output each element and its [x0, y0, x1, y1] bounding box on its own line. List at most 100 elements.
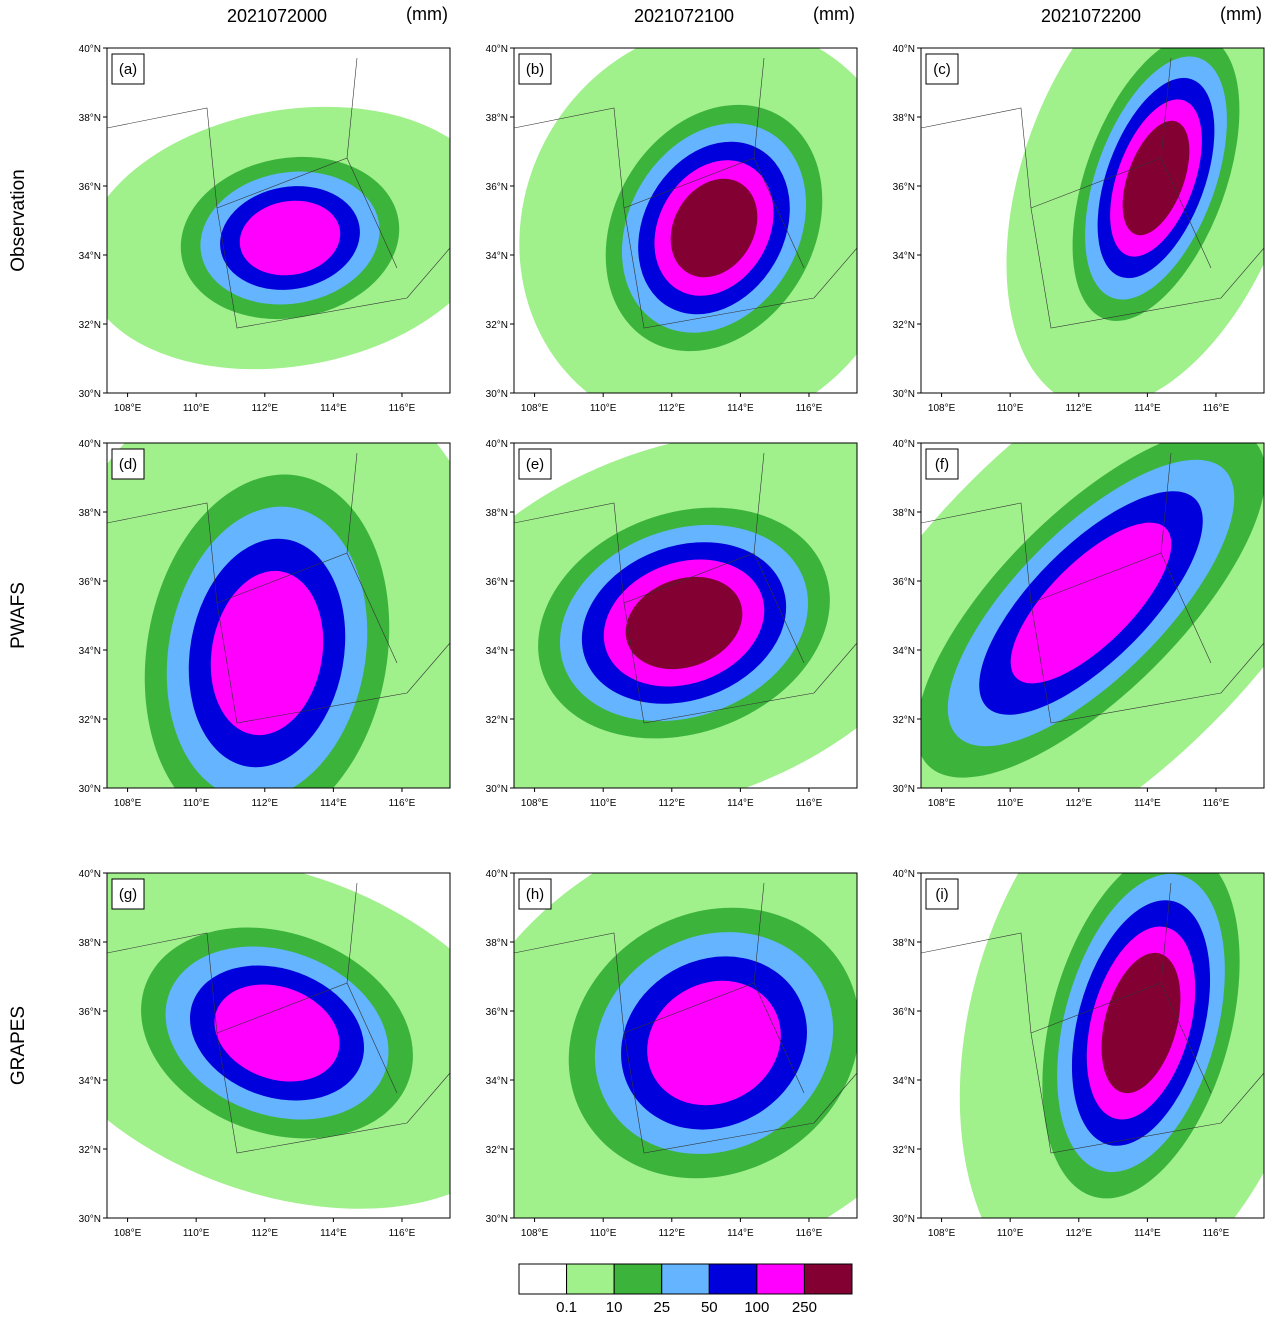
lat-tick-label: 36°N	[486, 577, 508, 588]
lon-tick-label: 110°E	[997, 798, 1024, 809]
lon-tick-label: 114°E	[320, 403, 347, 414]
lon-tick-label: 110°E	[183, 1228, 210, 1239]
lat-tick-label: 32°N	[486, 1145, 508, 1156]
panel-label: (b)	[526, 61, 544, 78]
unit-label: (mm)	[813, 4, 855, 24]
lat-tick-label: 38°N	[893, 938, 915, 949]
colorbar-box	[804, 1264, 852, 1294]
lon-tick-label: 116°E	[796, 1228, 823, 1239]
panel-label: (h)	[526, 886, 544, 903]
lat-tick-label: 32°N	[893, 320, 915, 331]
colorbar-label: 100	[744, 1299, 769, 1316]
lat-tick-label: 40°N	[486, 44, 508, 55]
lon-tick-label: 114°E	[1134, 798, 1161, 809]
lat-tick-label: 40°N	[893, 44, 915, 55]
lon-tick-label: 108°E	[114, 1228, 142, 1239]
lat-tick-label: 34°N	[893, 1076, 915, 1087]
lat-tick-label: 40°N	[486, 439, 508, 450]
lon-tick-label: 108°E	[928, 798, 956, 809]
lat-tick-label: 34°N	[79, 251, 101, 262]
lon-tick-label: 114°E	[320, 1228, 347, 1239]
colorbar-box	[567, 1264, 615, 1294]
unit-label: (mm)	[406, 4, 448, 24]
lat-tick-label: 32°N	[79, 1145, 101, 1156]
lon-tick-label: 112°E	[1065, 798, 1092, 809]
lat-tick-label: 30°N	[893, 1214, 915, 1225]
lat-tick-label: 38°N	[486, 938, 508, 949]
lon-tick-label: 110°E	[183, 798, 210, 809]
colorbar-label: 25	[653, 1299, 670, 1316]
lon-tick-label: 114°E	[320, 798, 347, 809]
panel-label: (d)	[119, 456, 137, 473]
colorbar-label: 250	[792, 1299, 817, 1316]
panel-label: (e)	[526, 456, 544, 473]
lat-tick-label: 36°N	[893, 182, 915, 193]
column-header: 2021072100	[634, 6, 734, 26]
lat-tick-label: 30°N	[79, 1214, 101, 1225]
lon-tick-label: 110°E	[183, 403, 210, 414]
lon-tick-label: 116°E	[1203, 798, 1230, 809]
lat-tick-label: 30°N	[893, 784, 915, 795]
lon-tick-label: 116°E	[389, 403, 416, 414]
unit-label: (mm)	[1220, 4, 1262, 24]
lon-tick-label: 114°E	[727, 798, 754, 809]
lat-tick-label: 32°N	[79, 320, 101, 331]
row-label: GRAPES	[8, 1006, 29, 1085]
lat-tick-label: 38°N	[486, 508, 508, 519]
lon-tick-label: 116°E	[796, 798, 823, 809]
map-panel	[0, 792, 582, 1275]
page: {"columns": ["2021072000", "2021072100",…	[0, 0, 1272, 1328]
panel-label: (a)	[119, 61, 137, 78]
lat-tick-label: 38°N	[79, 508, 101, 519]
lat-tick-label: 36°N	[79, 577, 101, 588]
map-panel	[921, 0, 1272, 449]
lat-tick-label: 32°N	[486, 715, 508, 726]
lat-tick-label: 38°N	[893, 508, 915, 519]
colorbar-box	[757, 1264, 805, 1294]
lat-tick-label: 30°N	[486, 1214, 508, 1225]
lon-tick-label: 110°E	[997, 403, 1024, 414]
lon-tick-label: 116°E	[796, 403, 823, 414]
lon-tick-label: 110°E	[997, 1228, 1024, 1239]
lon-tick-label: 112°E	[658, 798, 685, 809]
lat-tick-label: 36°N	[893, 1007, 915, 1018]
lon-tick-label: 108°E	[114, 403, 142, 414]
lon-tick-label: 114°E	[1134, 1228, 1161, 1239]
lat-tick-label: 32°N	[79, 715, 101, 726]
colorbar-box	[614, 1264, 662, 1294]
lat-tick-label: 32°N	[893, 715, 915, 726]
row-label: PWAFS	[8, 582, 29, 649]
lon-tick-label: 116°E	[1203, 403, 1230, 414]
lon-tick-label: 116°E	[389, 1228, 416, 1239]
lon-tick-label: 112°E	[1065, 403, 1092, 414]
lon-tick-label: 108°E	[114, 798, 142, 809]
lon-tick-label: 114°E	[727, 1228, 754, 1239]
colorbar-box	[662, 1264, 710, 1294]
figure: 202107200020210721002021072200(mm)(mm)(m…	[0, 0, 1272, 1323]
lat-tick-label: 32°N	[486, 320, 508, 331]
lat-tick-label: 34°N	[79, 646, 101, 657]
lon-tick-label: 112°E	[658, 1228, 685, 1239]
panel-label: (c)	[933, 61, 951, 78]
lon-tick-label: 110°E	[590, 798, 617, 809]
lat-tick-label: 34°N	[486, 646, 508, 657]
lon-tick-label: 108°E	[521, 1228, 549, 1239]
colorbar-label: 50	[701, 1299, 718, 1316]
lon-tick-label: 108°E	[521, 403, 549, 414]
lat-tick-label: 34°N	[486, 1076, 508, 1087]
lon-tick-label: 114°E	[1134, 403, 1161, 414]
lon-tick-label: 110°E	[590, 403, 617, 414]
lat-tick-label: 30°N	[79, 784, 101, 795]
lat-tick-label: 36°N	[486, 1007, 508, 1018]
colorbar-box	[519, 1264, 567, 1294]
lat-tick-label: 36°N	[486, 182, 508, 193]
lon-tick-label: 108°E	[928, 1228, 956, 1239]
lat-tick-label: 40°N	[893, 439, 915, 450]
lat-tick-label: 34°N	[79, 1076, 101, 1087]
lat-tick-label: 34°N	[893, 646, 915, 657]
lon-tick-label: 112°E	[251, 403, 278, 414]
panel-label: (i)	[935, 886, 948, 903]
lon-tick-label: 112°E	[1065, 1228, 1092, 1239]
lat-tick-label: 36°N	[893, 577, 915, 588]
lat-tick-label: 40°N	[79, 44, 101, 55]
